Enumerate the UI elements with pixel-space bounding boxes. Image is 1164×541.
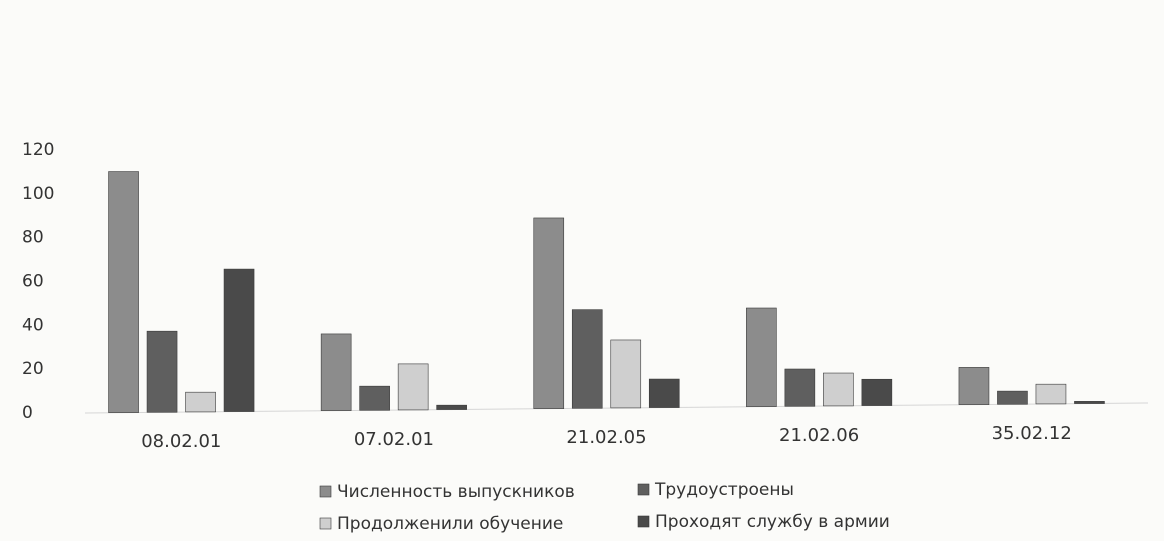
bar xyxy=(1074,401,1105,404)
y-tick-label: 60 xyxy=(22,272,44,292)
y-tick-label: 20 xyxy=(22,359,44,379)
legend-label: Продолженили обучение xyxy=(337,514,563,534)
bar xyxy=(746,307,777,407)
bar xyxy=(146,330,178,413)
x-tick-label: 35.02.12 xyxy=(992,423,1072,444)
x-tick-label: 08.02.01 xyxy=(141,431,221,452)
legend-label: Проходят службу в армии xyxy=(655,512,890,532)
bar xyxy=(648,378,680,408)
bars-group xyxy=(108,171,1105,413)
legend-swatch xyxy=(319,485,332,498)
bar xyxy=(997,390,1028,405)
bar xyxy=(958,367,990,405)
x-tick-label: 07.02.01 xyxy=(354,429,434,450)
bar xyxy=(108,171,139,413)
y-tick-label: 80 xyxy=(22,228,44,248)
y-axis-ticks: 0 20 40 60 80 100 120 xyxy=(22,140,54,423)
legend-swatch xyxy=(637,515,650,528)
bar xyxy=(861,378,893,406)
bar xyxy=(571,309,603,409)
legend-swatch xyxy=(637,483,650,496)
legend-swatch xyxy=(319,517,332,530)
bar xyxy=(436,404,467,410)
bar xyxy=(823,372,854,407)
bar xyxy=(223,268,255,412)
y-tick-label: 0 xyxy=(22,403,33,423)
y-tick-label: 120 xyxy=(22,140,54,160)
bar xyxy=(397,363,429,411)
bar xyxy=(1035,383,1067,405)
bar xyxy=(320,333,352,411)
bar xyxy=(533,217,565,409)
bar xyxy=(784,368,816,407)
x-tick-label: 21.02.06 xyxy=(779,425,859,446)
bar xyxy=(610,339,642,409)
legend: Численность выпускников Трудоустроены Прод… xyxy=(319,480,890,534)
y-tick-label: 40 xyxy=(22,315,44,335)
legend-label: Численность выпускников xyxy=(337,482,575,502)
y-tick-label: 100 xyxy=(22,184,54,204)
x-tick-label: 21.02.05 xyxy=(566,427,646,448)
category-labels: 08.02.01 07.02.01 21.02.05 21.02.06 35.02.12 xyxy=(141,423,1072,452)
legend-label: Трудоустроены xyxy=(654,480,794,500)
bar xyxy=(185,391,216,413)
bar xyxy=(359,385,390,411)
